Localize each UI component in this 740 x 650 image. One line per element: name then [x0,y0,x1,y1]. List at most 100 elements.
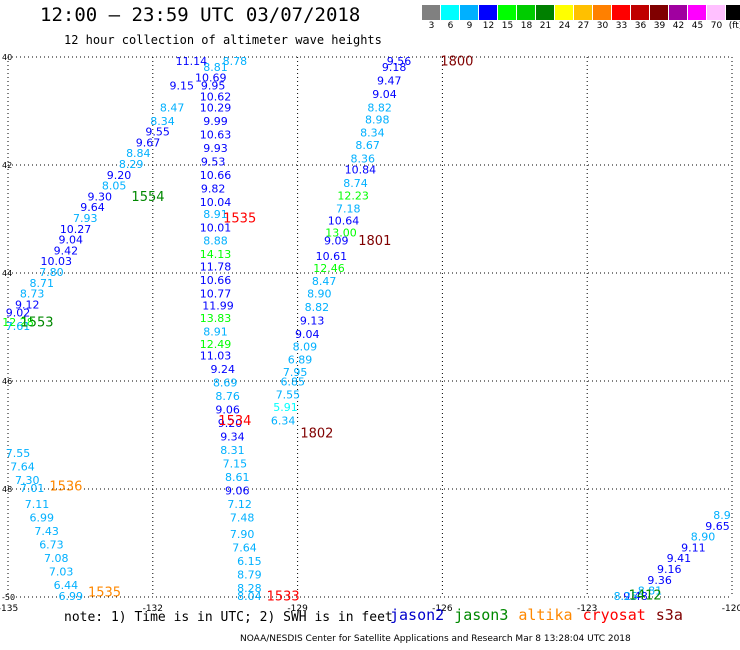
wave-height-label: 8.73 [20,288,45,301]
wave-height-label: 9.93 [203,142,228,155]
wave-height-label: 9.65 [705,520,730,533]
pass-time-label: 1535 [223,212,256,227]
wave-height-label: 7.64 [10,460,35,473]
wave-height-label: 8.71 [30,277,55,290]
wave-height-label: 8.82 [305,301,330,314]
legend-label: 6 [447,21,454,31]
legend-label: 45 [691,21,704,31]
wave-height-label: 7.80 [39,266,64,279]
legend-label: 42 [672,21,685,31]
pass-time-label: 1536 [49,479,82,494]
chart-subtitle: 12 hour collection of altimeter wave hei… [64,33,382,47]
wave-height-label: 7.90 [230,528,255,541]
legend-swatch [593,5,612,20]
wave-height-label: 9.95 [201,80,226,93]
wave-height-label: 9.99 [203,115,228,128]
wave-height-label: 9.30 [87,190,112,203]
wave-height-label: 11.14 [176,55,208,68]
legend-label: (ft) [728,21,740,31]
satellite-name: altika [518,606,573,624]
legend-label: 3 [428,21,435,31]
legend-label: 36 [634,21,647,31]
legend-swatch [536,5,555,20]
y-tick-label: 44 [2,269,12,278]
wave-height-label: 7.11 [25,498,50,511]
wave-height-label: 8.78 [223,55,248,68]
satellite-name: s3a [655,606,683,624]
wave-height-label: 8.69 [213,377,238,390]
wave-height-label: 7.43 [34,525,59,538]
wave-height-label: 9.82 [201,182,226,195]
legend-swatch [574,5,593,20]
legend-label: 30 [596,21,609,31]
wave-height-label: 9.64 [80,201,105,214]
wave-height-label: 9.55 [145,126,170,139]
x-tick-label: -126 [432,604,453,614]
wave-height-label: 9.02 [6,307,31,320]
wave-height-label: 10.61 [316,250,348,263]
chart-title: 12:00 — 23:59 UTC 03/07/2018 [40,4,361,26]
wave-height-label: 10.64 [328,215,360,228]
wave-height-label: 8.25 [614,590,639,603]
wave-height-label: 8.98 [365,114,390,127]
wave-height-label: 8.47 [312,275,337,288]
wave-height-label: 7.15 [223,458,248,471]
legend-label: 15 [501,21,514,31]
x-tick-label: -123 [577,604,597,614]
wave-height-label: 8.91 [203,325,228,338]
wave-height-label: 10.84 [345,163,377,176]
wave-height-label: 11.03 [200,350,232,363]
wave-height-label: 9.34 [220,431,245,444]
wave-height-label: 8.09 [293,341,318,354]
legend-swatch [517,5,536,20]
y-tick-label: 40 [2,53,12,62]
legend-swatch [650,5,669,20]
legend-swatch [479,5,498,20]
wave-height-label: 6.34 [271,415,296,428]
wave-height-label: 9.12 [15,298,40,311]
wave-height-label: 6.73 [39,539,64,552]
legend-swatch [498,5,517,20]
pass-time-label: 1800 [440,55,473,70]
wave-height-label: 6.15 [237,555,262,568]
wave-height-label: 9.20 [107,169,132,182]
wave-height-label: 10.04 [200,196,232,209]
wave-height-label: 7.30 [15,474,40,487]
wave-height-label: 7.03 [49,566,74,579]
x-tick-label: -129 [287,604,308,614]
legend-label: 21 [539,21,552,31]
wave-height-label: 8.61 [225,471,250,484]
wave-height-label: 12.28 [2,316,34,329]
wave-height-label: 9.41 [667,552,692,565]
wave-height-label: 9.47 [377,74,402,87]
legend-swatch [460,5,479,20]
wave-height-label: 9.15 [170,80,195,93]
pass-time-label: 1412 [629,588,662,603]
wave-height-label: 8.47 [160,101,185,114]
wave-height-label: 10.29 [200,101,232,114]
wave-height-label: 8.9 [713,509,731,522]
wave-height-label: 9.04 [372,88,397,101]
wave-height-label: 8.79 [237,568,262,581]
wave-height-label: 8.67 [355,139,380,152]
wave-height-label: 6.99 [58,590,83,603]
wave-height-label: 8.31 [220,444,245,457]
wave-height-label: 10.69 [195,72,227,85]
wave-height-label: 7.12 [227,498,252,511]
pass-time-label: 1554 [131,190,164,205]
wave-height-label: 10.66 [200,274,232,287]
wave-height-label: 6.85 [281,376,306,389]
wave-height-label: 9.13 [300,315,325,328]
wave-height-label: 10.63 [200,128,232,141]
wave-height-label: 12.46 [313,262,345,275]
wave-height-label: 13.00 [325,227,357,240]
legend-label: 33 [615,21,628,31]
wave-height-label: 7.93 [73,212,98,225]
footer-credit: NOAA/NESDIS Center for Satellite Applica… [240,634,631,644]
y-tick-label: 48 [2,485,12,494]
wave-height-label: 8.88 [203,235,228,248]
color-legend-bar [422,5,740,20]
wave-height-label: 12.23 [337,189,369,202]
wave-height-label: 7.61 [6,320,31,333]
